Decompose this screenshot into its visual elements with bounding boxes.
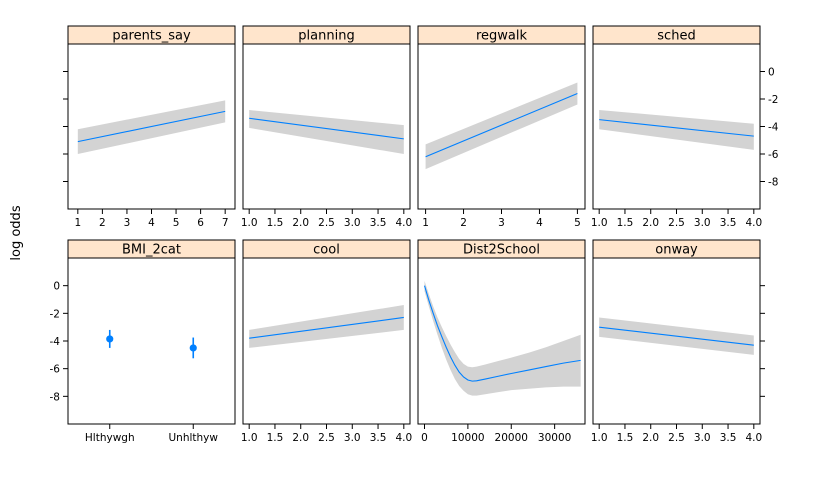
confidence-band [599, 110, 754, 150]
strip-label: planning [298, 29, 354, 44]
fit-line [425, 92, 578, 158]
x-tick-label: 4.0 [745, 217, 762, 229]
x-tick-label: 20000 [495, 432, 528, 444]
strip-label: Dist2School [463, 243, 540, 258]
x-tick-label: 4.0 [395, 217, 412, 229]
y-tick-label: -6 [768, 149, 779, 161]
fit-line [423, 285, 581, 382]
x-tick-label: 1.0 [591, 217, 608, 229]
strip-label: sched [657, 29, 695, 44]
x-tick-label: 3.5 [370, 432, 387, 444]
confidence-band [249, 110, 404, 154]
x-tick-label: 2 [99, 217, 106, 229]
x-tick-label: 4 [536, 217, 543, 229]
point-estimate [189, 344, 197, 352]
x-tick-label: 6 [197, 217, 204, 229]
x-tick-label: 2.0 [642, 217, 659, 229]
x-tick-label: 2.0 [292, 432, 309, 444]
x-tick-label: 7 [222, 217, 229, 229]
x-tick-label: 1.0 [241, 432, 258, 444]
fit-line [599, 119, 754, 137]
fit-line [599, 326, 754, 346]
panel-onway: onway 1.0 1.5 2.0 2.5 3.0 3.5 4.0 [591, 239, 765, 444]
y-tick-label: -8 [50, 391, 60, 403]
y-tick-label: -2 [768, 94, 778, 106]
x-tick-label: 2 [460, 217, 467, 229]
confidence-band [77, 100, 226, 154]
x-tick-label: Unhlthyw [169, 432, 219, 444]
x-tick-label: 4.0 [745, 432, 762, 444]
confidence-band [425, 82, 578, 170]
x-tick-label: Hlthywgh [85, 432, 135, 444]
y-axis-title: log odds [9, 205, 24, 260]
x-tick-label: 2.5 [318, 432, 335, 444]
x-tick-label: 2.5 [318, 217, 335, 229]
panel-frame [417, 257, 586, 425]
fit-line [77, 110, 226, 143]
panel-frame [67, 257, 236, 425]
strip-label: onway [655, 243, 698, 258]
x-tick-label: 3.5 [720, 217, 737, 229]
x-tick-label: 1.5 [617, 432, 634, 444]
x-tick-label: 3.5 [370, 217, 387, 229]
panel-cool: cool 1.0 1.5 2.0 2.5 3.0 3.5 4.0 [241, 239, 412, 444]
x-tick-label: 1 [422, 217, 429, 229]
x-tick-label: 4 [148, 217, 155, 229]
y-tick-label: 0 [768, 67, 775, 79]
x-tick-label: 1 [74, 217, 81, 229]
panel-regwalk: regwalk 1 2 3 4 5 [417, 25, 586, 229]
panel-parents_say: parents_say 1 2 3 4 5 6 7 [63, 25, 236, 229]
x-tick-label: 3.0 [344, 432, 361, 444]
panel-planning: planning 1.0 1.5 2.0 2.5 3.0 3.5 4.0 [241, 25, 412, 229]
x-tick-label: 3.0 [694, 217, 711, 229]
fit-line [249, 117, 404, 140]
x-tick-label: 30000 [538, 432, 571, 444]
x-tick-label: 2.0 [292, 217, 309, 229]
x-tick-label: 3.0 [694, 432, 711, 444]
y-tick-label: -4 [50, 336, 61, 348]
strip-label: BMI_2cat [122, 243, 181, 258]
panel-Dist2School: Dist2School 0 10000 20000 30000 [417, 239, 586, 444]
x-tick-label: 1.5 [617, 217, 634, 229]
x-tick-label: 3 [498, 217, 505, 229]
confidence-band [424, 280, 581, 396]
confidence-band [249, 305, 404, 348]
strip-label: regwalk [476, 29, 528, 44]
x-tick-label: 1.0 [241, 217, 258, 229]
point-estimate [106, 335, 114, 343]
panel-sched: sched 1.0 1.5 2.0 2.5 3.0 3.5 4.0 -8 -6 -4 -2 0 [591, 25, 779, 229]
x-tick-label: 1.5 [267, 217, 284, 229]
x-tick-label: 0 [421, 432, 428, 444]
panels: parents_say 1 2 3 4 5 6 7 planning 1.0 1.5 2.0 2.5 3.… [50, 25, 779, 444]
x-tick-label: 5 [173, 217, 180, 229]
x-tick-label: 1.0 [591, 432, 608, 444]
x-tick-label: 2.5 [668, 217, 685, 229]
x-tick-label: 3.0 [344, 217, 361, 229]
panel-BMI_2cat: BMI_2cat Hlthywgh Unhlthyw -8 -6 -4 -2 0 [50, 239, 236, 444]
strip-label: parents_say [112, 29, 191, 44]
y-tick-label: -4 [768, 122, 779, 134]
x-tick-label: 2.0 [642, 432, 659, 444]
y-tick-label: 0 [53, 281, 60, 293]
strip-label: cool [313, 243, 340, 258]
y-tick-label: -6 [50, 364, 61, 376]
x-tick-label: 10000 [451, 432, 484, 444]
y-tick-label: -2 [50, 308, 60, 320]
y-tick-label: -8 [768, 177, 778, 189]
x-tick-label: 3.5 [720, 432, 737, 444]
fit-line [249, 316, 404, 339]
x-tick-label: 1.5 [267, 432, 284, 444]
x-tick-label: 5 [574, 217, 581, 229]
x-tick-label: 4.0 [395, 432, 412, 444]
x-tick-label: 3 [124, 217, 131, 229]
x-tick-label: 2.5 [668, 432, 685, 444]
